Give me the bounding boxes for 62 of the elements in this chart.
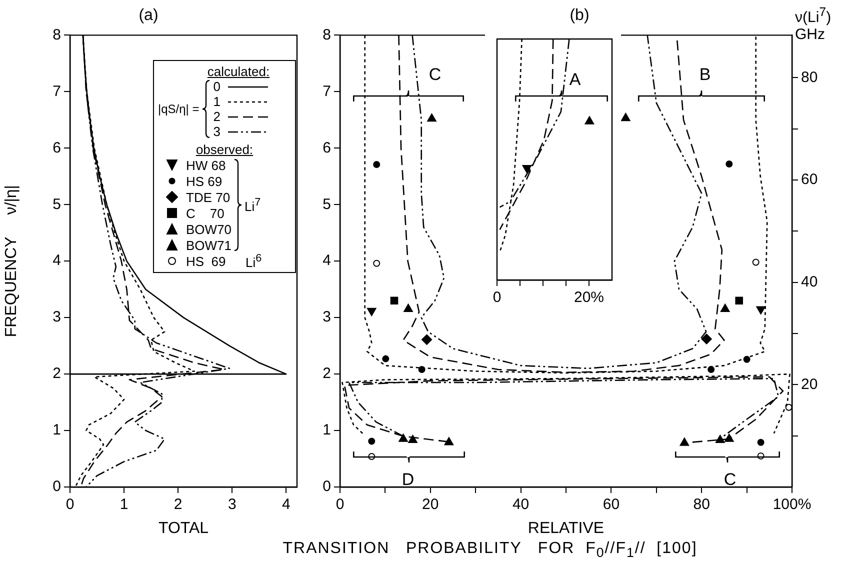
annotation: C — [428, 65, 442, 85]
annotation: |qS/η| = — [158, 102, 200, 116]
chart-title: (a) — [138, 7, 158, 24]
x-tick-label: 3 — [228, 496, 236, 514]
y-tick-label: 1 — [52, 422, 61, 439]
x-tick-label: 0 — [66, 496, 74, 514]
y2-tick-label: 60 — [801, 171, 818, 188]
y-tick-label: 5 — [52, 196, 61, 213]
x-tick-label: 20 — [422, 496, 439, 514]
y-tick-label: 4 — [322, 252, 331, 270]
y-tick-label: 8 — [322, 26, 331, 44]
y2-tick-label: 80 — [801, 68, 818, 86]
legend-label: 3 — [213, 124, 220, 139]
x-tick-label: 80 — [693, 496, 710, 514]
legend-label: BOW70 — [186, 222, 232, 236]
legend-label: TDE 70 — [186, 190, 230, 204]
x-tick-label: 100% — [772, 496, 812, 514]
x-axis-title: RELATIVE — [528, 520, 604, 537]
annotation: Li$^{6}$ — [246, 253, 262, 270]
y-tick-label: 4 — [52, 252, 61, 270]
annotation: A — [568, 70, 582, 90]
y-tick-label: 7 — [322, 82, 331, 100]
y-tick-label: 6 — [322, 139, 331, 156]
legend-label: HW 68 — [186, 158, 226, 172]
y-tick-label: 0 — [52, 478, 61, 496]
y-tick-label: 8 — [52, 26, 61, 44]
y-tick-label: 6 — [52, 139, 61, 156]
y-tick-label: 7 — [52, 82, 61, 100]
y-axis-title: FREQUENCY ν/|η| — [3, 185, 20, 338]
legend-title: calculated: — [206, 64, 271, 79]
y2-tick-label: 20 — [801, 376, 818, 393]
y-tick-label: 3 — [322, 308, 331, 326]
chart-title: (b) — [570, 7, 590, 24]
legend-label: HS 69 — [186, 254, 226, 268]
y-tick-label: 3 — [52, 308, 61, 326]
legend-title: observed: — [194, 142, 254, 157]
legend-label: C 70 — [186, 206, 224, 220]
legend-label: BOW71 — [186, 238, 232, 252]
y-tick-label: 2 — [52, 365, 61, 382]
legend-label: HS 69 — [186, 174, 222, 188]
annotation: C — [722, 470, 738, 490]
legend-label: 2 — [213, 109, 220, 124]
legend-label: 0 — [213, 79, 220, 94]
y-tick-label: 2 — [322, 365, 331, 382]
y-tick-label: 5 — [322, 196, 331, 213]
x-tick-label: 2 — [174, 496, 182, 514]
y-tick-label: 0 — [322, 478, 331, 496]
annotation: B — [698, 65, 712, 85]
x-tick-label: 60 — [602, 496, 620, 514]
x-tick-label: 40 — [512, 496, 530, 514]
x-axis-title: TOTAL — [158, 520, 209, 537]
y-tick-label: 1 — [322, 422, 331, 439]
x-tick-label: 1 — [120, 496, 128, 514]
x-tick-label: 0 — [336, 496, 344, 514]
y2-axis-title: ν(Li$^{7}$) GHz — [795, 4, 832, 43]
x-tick-label: 20% — [574, 289, 604, 306]
annotation: D — [400, 470, 416, 490]
x-tick-label: 4 — [282, 496, 290, 514]
legend-label: 1 — [213, 94, 220, 109]
annotation: Li$^{7}$ — [244, 196, 261, 214]
y2-tick-label: 40 — [801, 273, 818, 290]
text: TRANSITION PROBABILITY FOR F$_{0}$//F$_{1}$// [100] — [282, 540, 698, 560]
